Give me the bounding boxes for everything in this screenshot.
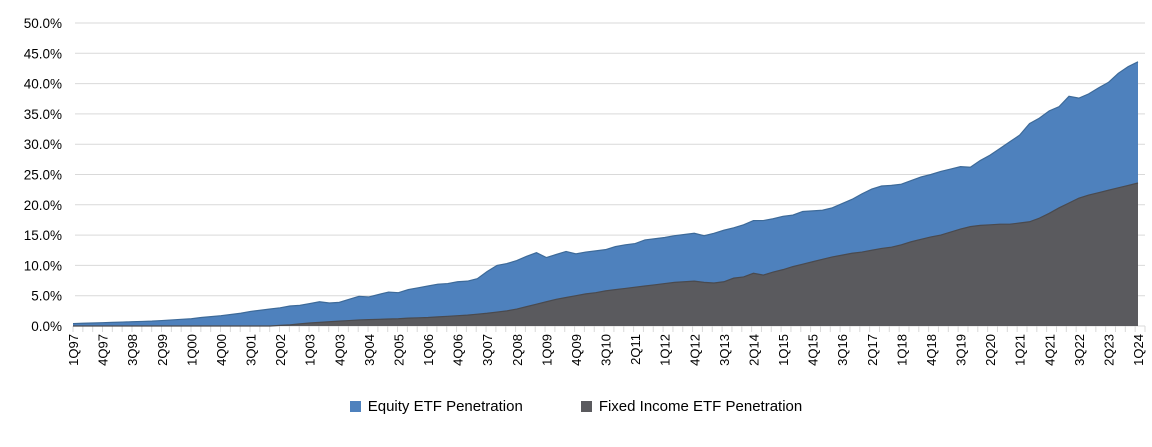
y-axis-tick-label: 45.0% <box>24 46 62 61</box>
x-axis-tick-label: 4Q03 <box>332 334 347 366</box>
y-axis-tick-label: 35.0% <box>24 107 62 122</box>
x-axis-tick-label: 3Q19 <box>954 334 969 366</box>
x-axis-tick-label: 4Q00 <box>214 334 229 366</box>
x-axis-tick-label: 3Q10 <box>599 334 614 366</box>
x-axis-tick-label: 2Q99 <box>155 334 170 366</box>
x-axis-tick-label: 3Q98 <box>125 334 140 366</box>
x-axis-tick-label: 3Q13 <box>717 334 732 366</box>
legend-item-equity-label: Equity ETF Penetration <box>367 398 523 415</box>
x-axis-tick-label: 3Q16 <box>835 334 850 366</box>
x-axis-tick-label: 4Q18 <box>924 334 939 366</box>
equity-legend-swatch-icon <box>349 401 361 412</box>
fixed-income-area-edge <box>73 182 1139 327</box>
legend-item-equity: Equity ETF Penetration <box>349 398 523 415</box>
x-axis-tick-label: 2Q14 <box>746 334 761 366</box>
y-axis-tick-label: 5.0% <box>31 289 62 304</box>
x-axis-tick-label: 1Q97 <box>66 334 81 366</box>
x-axis-tick-label: 4Q06 <box>451 334 466 366</box>
equity-area-edge <box>72 61 1139 325</box>
x-axis-tick-label: 4Q21 <box>1042 334 1057 366</box>
x-axis-tick-label: 1Q18 <box>894 334 909 366</box>
y-axis-tick-label: 0.0% <box>31 319 62 334</box>
x-axis-tick-label: 2Q02 <box>273 334 288 366</box>
y-axis-tick-label: 50.0% <box>24 16 62 31</box>
x-axis-tick-label: 1Q09 <box>539 334 554 366</box>
x-axis-tick-label: 1Q21 <box>1013 334 1028 366</box>
x-axis-tick-label: 2Q17 <box>865 334 880 366</box>
legend-item-fixed-income-label: Fixed Income ETF Penetration <box>598 398 803 415</box>
x-axis-tick-label: 1Q00 <box>184 334 199 366</box>
x-axis-tick-label: 1Q24 <box>1131 334 1146 366</box>
fixed-income-legend-swatch-icon <box>580 401 592 412</box>
legend-item-fixed-income: Fixed Income ETF Penetration <box>580 398 803 415</box>
x-axis-tick-label: 2Q08 <box>510 334 525 366</box>
penetration-area-chart: 0.0% 5.0% 10.0% 15.0% 20.0% 25.0% 30.0% 35.0% 40… <box>24 16 1146 366</box>
x-axis-tick-label: 3Q04 <box>362 334 377 366</box>
x-axis-tick-label: 4Q97 <box>96 334 111 366</box>
x-axis-tick-label: 3Q22 <box>1072 334 1087 366</box>
x-axis-tick-label: 4Q09 <box>569 334 584 366</box>
y-axis-tick-label: 15.0% <box>24 228 62 243</box>
x-axis-tick-label: 3Q07 <box>480 334 495 366</box>
y-axis-tick-label: 10.0% <box>24 258 62 273</box>
x-axis-tick-label: 2Q11 <box>628 334 643 365</box>
x-axis-tick-label: 1Q15 <box>776 334 791 366</box>
x-axis-tick-label: 2Q20 <box>983 334 998 366</box>
x-axis-tick-label: 2Q23 <box>1101 334 1116 366</box>
y-axis-tick-label: 25.0% <box>24 168 62 183</box>
x-axis-tick-label: 2Q05 <box>391 334 406 366</box>
x-axis-tick-label: 4Q12 <box>687 334 702 366</box>
chart-legend: Equity ETF Penetration Fixed Income ETF … <box>0 398 1152 415</box>
fixed-income-area <box>73 182 1138 326</box>
x-axis-tick-label: 4Q15 <box>806 334 821 366</box>
y-axis-tick-label: 20.0% <box>24 198 62 213</box>
x-axis-tick-label: 1Q12 <box>658 334 673 366</box>
x-axis-tick-label: 3Q01 <box>244 334 259 366</box>
x-axis-tick-label: 1Q03 <box>303 334 318 366</box>
x-axis-tick-label: 1Q06 <box>421 334 436 366</box>
y-axis-tick-label: 40.0% <box>24 77 62 92</box>
y-axis-tick-label: 30.0% <box>24 137 62 152</box>
